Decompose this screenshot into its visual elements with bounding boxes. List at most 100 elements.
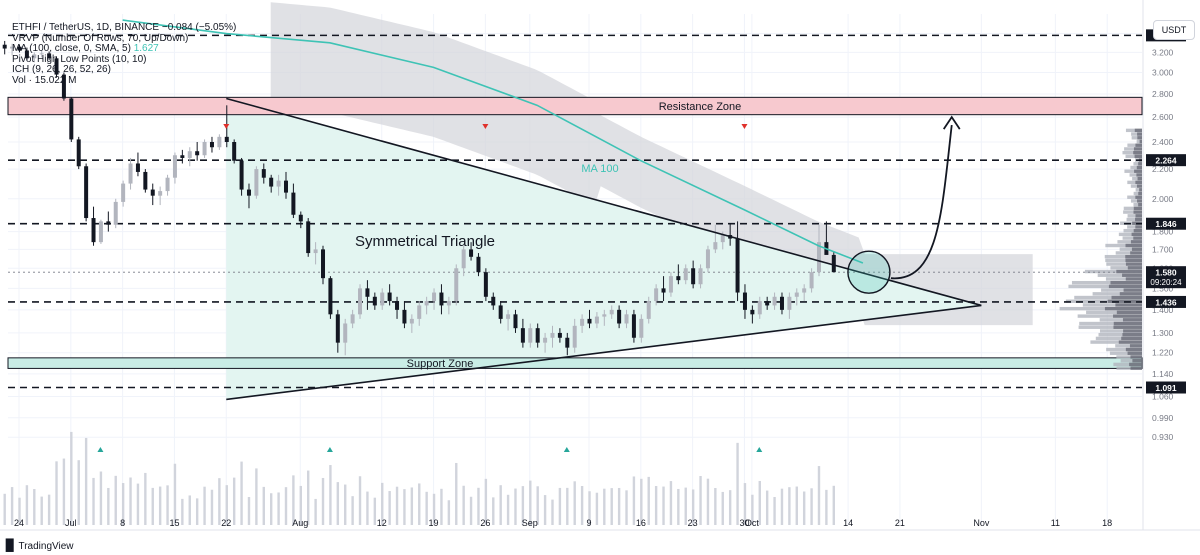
price-tick-label: 2.200 <box>1152 164 1174 174</box>
volume-bar <box>284 487 288 525</box>
volume-bar <box>706 478 710 525</box>
volume-bar <box>654 486 658 525</box>
time-tick-label: 30 <box>739 518 749 528</box>
profile-bar <box>1122 236 1142 240</box>
legend-ma-label[interactable]: MA (100, close, 0, SMA, 5) <box>12 43 131 54</box>
volume-bar <box>92 477 95 525</box>
volume-bar <box>3 493 6 525</box>
legend-symbol-line[interactable]: ETHFI / TetherUS, 1D, BINANCE −0.084 (−5… <box>12 22 237 33</box>
candle-body <box>343 323 348 343</box>
volume-bar <box>484 478 488 525</box>
volume-bar <box>181 498 184 525</box>
time-tick-label: 22 <box>221 518 231 528</box>
legend-ichimoku[interactable]: ICH (9, 26, 26, 52, 26) <box>12 64 111 75</box>
volume-bar <box>455 462 458 525</box>
profile-bar-down <box>1121 336 1142 341</box>
time-tick-label: Sep <box>522 518 538 528</box>
candle-body <box>365 288 370 297</box>
countdown-label: 09:20:24 <box>1150 278 1182 287</box>
legend-volume[interactable]: Vol · 15.022 M <box>12 74 77 86</box>
volume-bar <box>47 494 51 525</box>
profile-bar <box>1116 366 1142 370</box>
candle-body <box>2 44 7 49</box>
volume-bar <box>395 486 399 525</box>
candle-body <box>491 296 496 306</box>
volume-bar <box>158 486 162 525</box>
triangle-lower-line <box>226 304 982 401</box>
profile-bar-down <box>1131 232 1142 237</box>
volume-bar <box>218 478 221 525</box>
candle-body <box>498 305 503 319</box>
ma-100-line: MA 100 <box>122 19 864 264</box>
volume-bar <box>107 487 110 525</box>
profile-bar <box>1106 347 1142 352</box>
profile-bar-down <box>1134 154 1142 159</box>
horizontal-levels <box>8 34 1142 389</box>
profile-bar-down <box>1119 292 1142 296</box>
legend-pivots[interactable]: Pivot High Low Points (10, 10) <box>12 53 147 65</box>
candle-body <box>609 309 614 315</box>
volume-bar <box>595 492 599 525</box>
currency-button[interactable]: USDT <box>1153 20 1195 40</box>
pivot-high-marker <box>482 124 489 129</box>
candle-body <box>520 328 525 343</box>
volume-bar <box>55 461 58 525</box>
profile-bar <box>1130 199 1142 203</box>
candle-body <box>757 301 762 315</box>
volume-bar <box>447 500 451 525</box>
profile-bar <box>1078 325 1142 329</box>
profile-bar-down <box>1137 176 1142 181</box>
volume-bar <box>358 476 362 525</box>
profile-bar <box>1084 269 1142 274</box>
price-tag-text: 1.436 <box>1155 297 1177 307</box>
volume-bar <box>188 495 191 525</box>
candle-body <box>720 235 725 243</box>
profile-bar <box>1101 288 1142 292</box>
level-price-tag <box>1146 381 1186 394</box>
candle-body <box>402 309 407 324</box>
candle-body <box>535 328 540 343</box>
profile-bar-down <box>1125 262 1142 266</box>
price-tick-label: 0.930 <box>1152 432 1174 442</box>
candle-body <box>787 296 792 310</box>
profile-bar <box>1109 351 1142 355</box>
volume-bar <box>77 460 80 525</box>
price-tick-label: 2.600 <box>1152 112 1174 122</box>
candle-body <box>61 74 66 99</box>
candle-body <box>32 54 37 59</box>
profile-bar <box>1133 191 1142 196</box>
candle-body <box>187 151 192 158</box>
profile-bar-down <box>1136 165 1142 170</box>
time-tick-label: 21 <box>895 518 905 528</box>
profile-bar-down <box>1138 191 1142 196</box>
profile-bar <box>1124 147 1142 151</box>
volume-bar <box>70 431 73 525</box>
candle-body <box>831 254 836 273</box>
volume-bar <box>832 485 835 525</box>
candlesticks[interactable] <box>2 40 836 356</box>
candle-body <box>246 189 251 196</box>
volume-bar <box>588 491 591 525</box>
volume-bar <box>765 490 769 525</box>
candle-body <box>550 332 555 338</box>
time-tick-label: 12 <box>377 518 387 528</box>
candle-body <box>69 98 74 140</box>
candle-body <box>631 314 636 338</box>
profile-bar <box>1106 262 1142 266</box>
price-tag-text: 1.580 <box>1155 268 1177 278</box>
volume-bar <box>751 494 754 525</box>
candle-body <box>291 192 296 215</box>
volume-bar <box>558 487 562 525</box>
candle-body <box>698 268 703 285</box>
volume-bar <box>795 486 798 525</box>
candle-body <box>172 155 177 178</box>
time-tick-label: 8 <box>120 518 125 528</box>
legend-vrvp[interactable]: VRVP (Number Of Rows, 70, Up/Down) <box>12 32 189 44</box>
candle-body <box>705 249 710 269</box>
time-tick-label: Aug <box>292 518 308 528</box>
volume-bar <box>551 499 554 525</box>
volume-bar <box>573 481 576 525</box>
candle-body <box>816 242 821 273</box>
